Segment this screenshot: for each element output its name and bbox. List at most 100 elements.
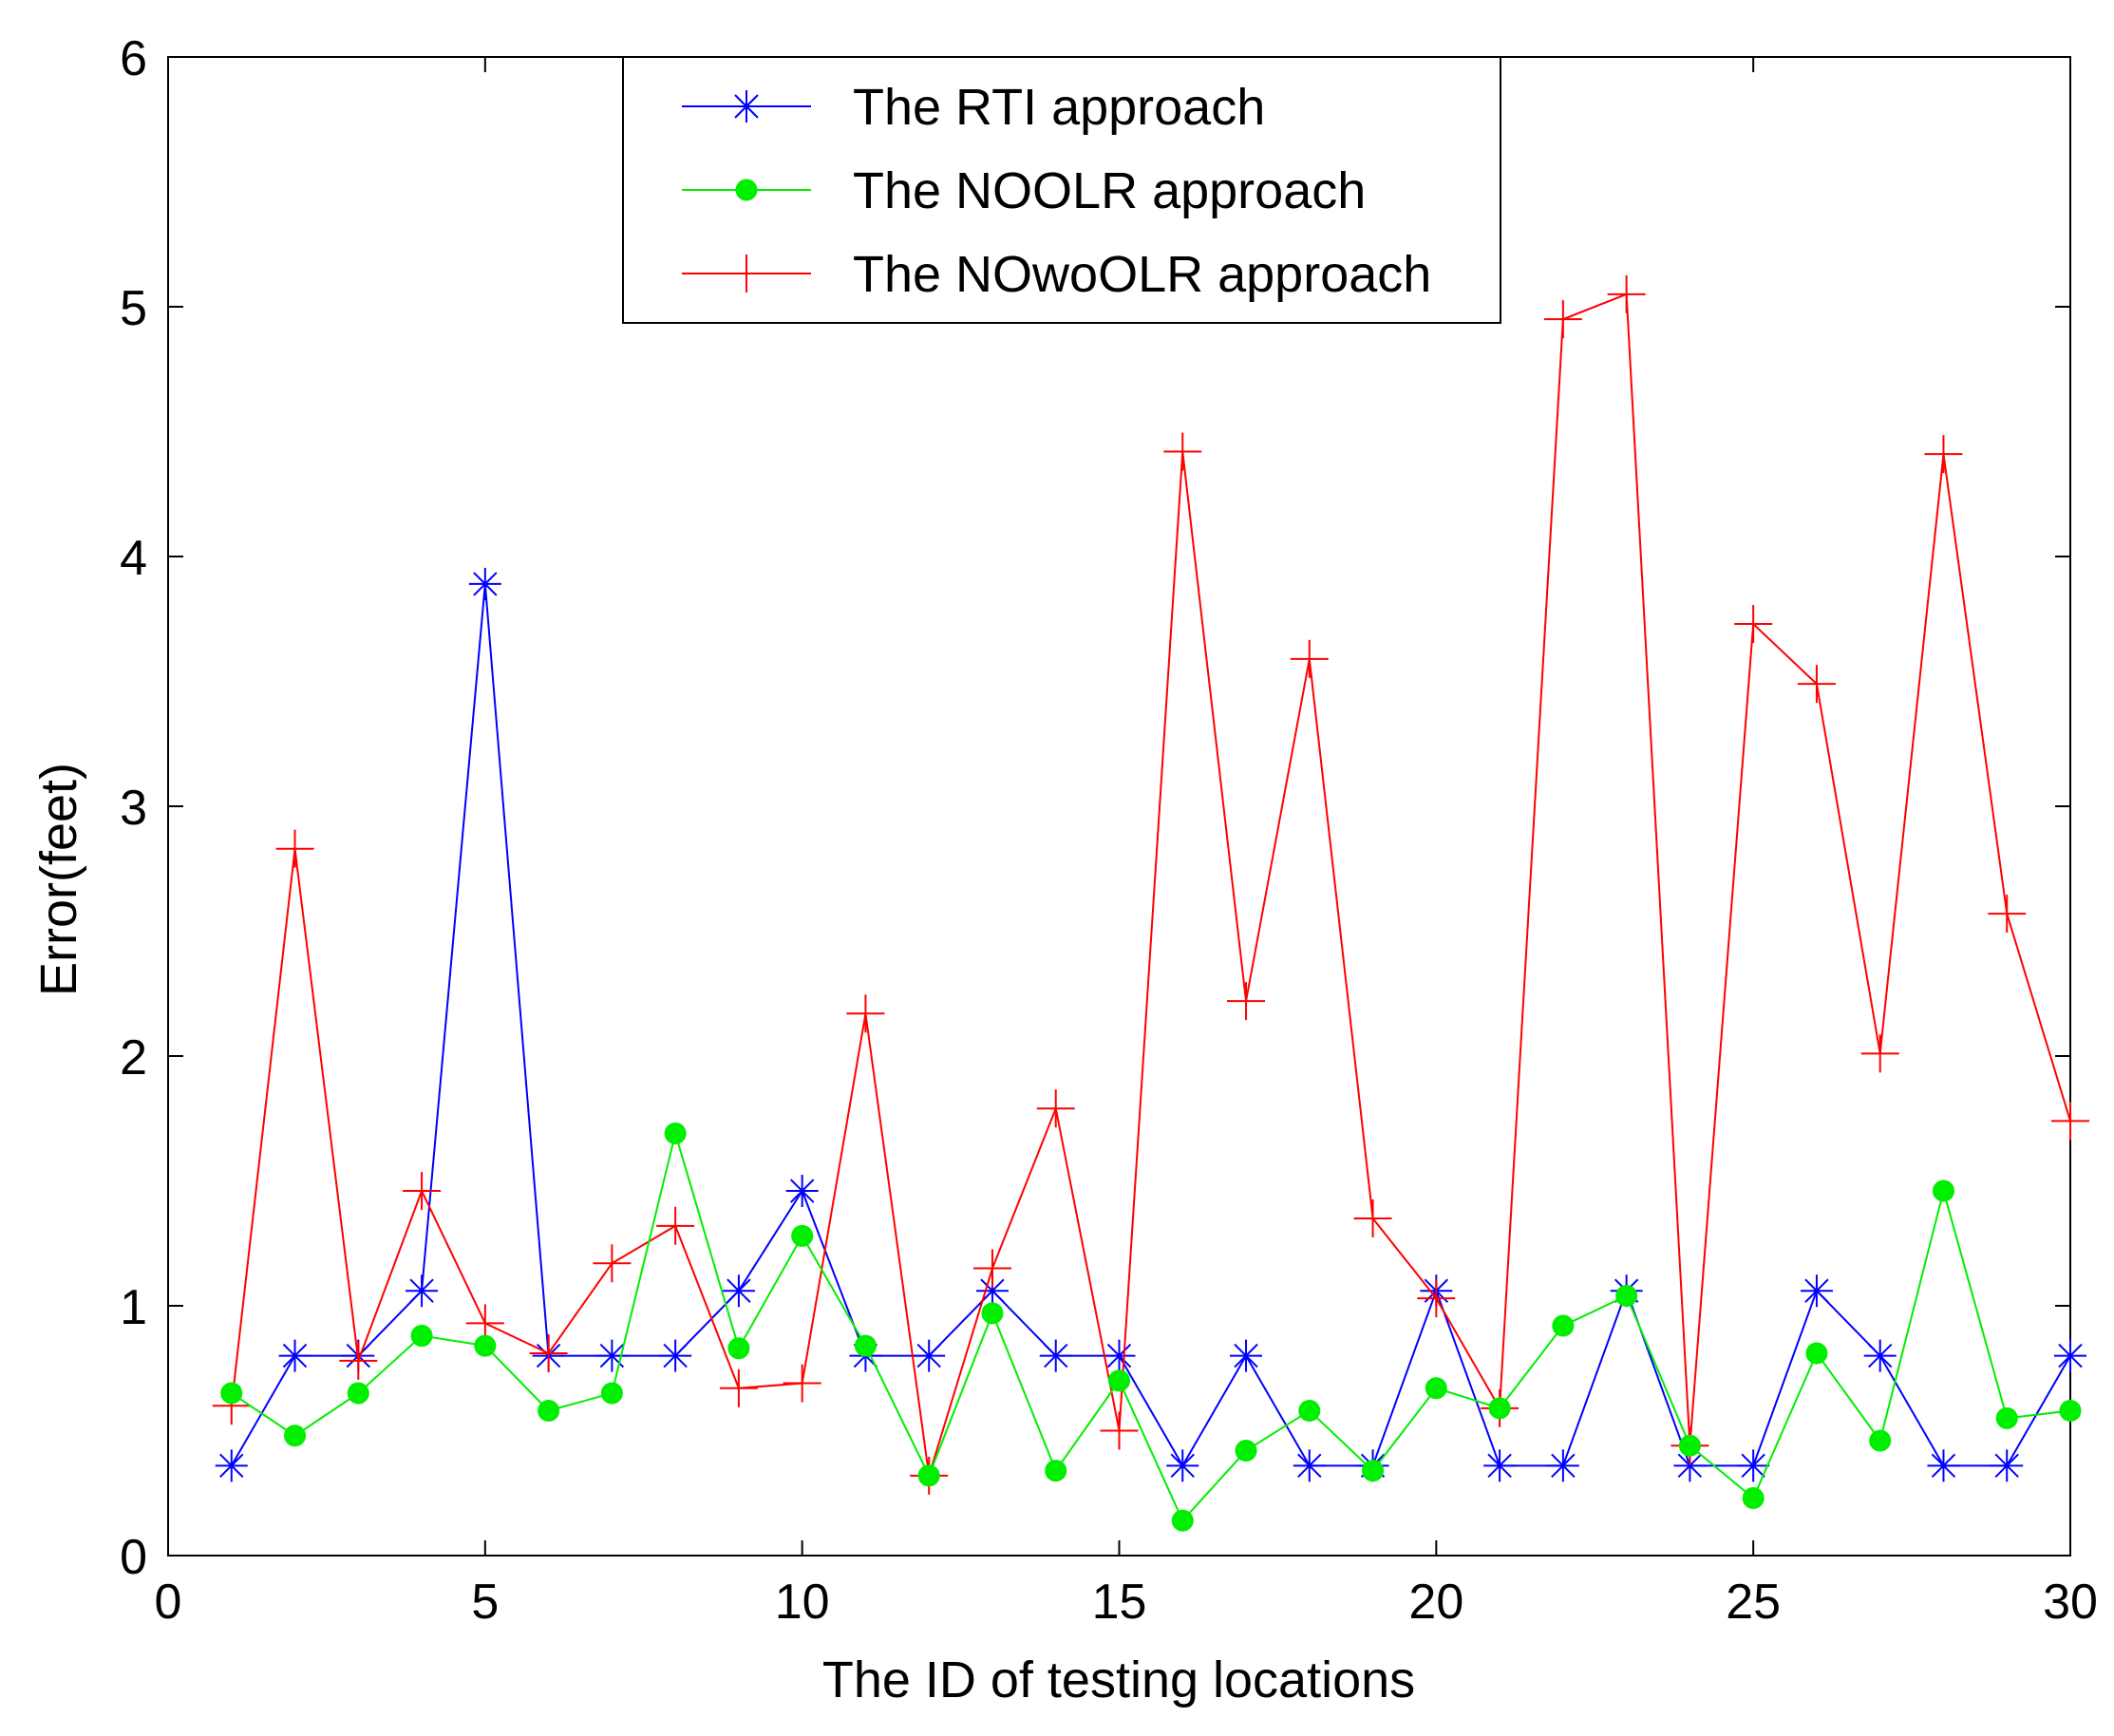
data-point [722,1274,755,1308]
data-point [1298,1399,1321,1422]
marker-stroke [1804,1278,1829,1303]
data-point [1932,1179,1954,1202]
data-point [1805,1342,1828,1365]
y-tick-label: 0 [120,1530,147,1585]
data-point [278,1339,311,1372]
marker-stroke [1170,1453,1195,1479]
data-point [1045,1460,1067,1482]
data-point [1362,1460,1385,1482]
data-point [846,994,885,1033]
data-point [2054,1339,2086,1372]
marker-dot [600,1382,623,1405]
marker-dot [1298,1399,1321,1422]
marker-stroke [1044,1343,1068,1368]
data-point [1100,1411,1139,1450]
marker-dot [1362,1460,1385,1482]
marker-dot [1171,1509,1194,1532]
data-point [410,1325,433,1348]
marker-stroke [1487,1453,1512,1479]
series-line [231,1129,2071,1522]
legend-item: The NOOLR approach [682,162,1366,219]
marker-stroke [1551,1453,1576,1479]
data-point [1927,1449,1960,1482]
marker-dot [664,1123,687,1145]
marker-dot [538,1399,560,1422]
x-axis-title: The ID of testing locations [822,1651,1415,1708]
y-tick-label: 2 [120,1030,147,1085]
x-tick-label: 25 [1726,1575,1781,1630]
data-point [791,1224,814,1247]
marker-dot [2059,1399,2082,1422]
marker-dot [1425,1377,1447,1400]
data-point [284,1425,307,1447]
marker-stroke [2058,1343,2083,1368]
data-point [1290,639,1329,678]
marker-stroke [1677,1453,1703,1479]
legend-label: The NOwoOLR approach [853,246,1431,303]
marker-stroke [663,1343,688,1368]
data-point [1425,1377,1447,1400]
y-axis-title: Error(feet) [30,763,87,996]
data-point [1103,1339,1136,1372]
marker-stroke [282,1343,308,1368]
legend-item: The NOwoOLR approach [682,246,1431,303]
marker-dot [284,1425,307,1447]
data-point [1227,982,1266,1021]
data-point [215,1449,248,1482]
marker-dot [735,179,758,201]
marker-dot [917,1464,940,1487]
x-tick-label: 0 [155,1575,182,1630]
data-point [1039,1339,1072,1372]
marker-dot [1869,1429,1892,1452]
marker-stroke [409,1278,434,1303]
data-point [1742,1487,1765,1510]
y-tick-label: 3 [120,781,147,836]
data-point [1353,1198,1392,1237]
x-tick-label: 20 [1408,1575,1463,1630]
marker-stroke [599,1343,625,1368]
data-point [1543,300,1582,339]
data-point [403,1172,442,1211]
data-point [854,1334,877,1357]
data-point [474,1334,497,1357]
data-point [1171,1509,1194,1532]
marker-stroke [734,94,759,119]
marker-dot [220,1382,243,1405]
data-point [1988,895,2027,934]
data-point [1869,1429,1892,1452]
marker-dot [1045,1460,1067,1482]
data-point [1163,432,1202,471]
data-point [785,1175,819,1208]
data-point [1797,665,1836,704]
marker-dot [1932,1179,1954,1202]
data-point [220,1382,243,1405]
data-point [735,179,758,201]
data-point [981,1302,1004,1325]
data-point [917,1464,940,1487]
data-point [1293,1449,1326,1482]
data-point [593,1244,632,1283]
data-point [1607,274,1646,313]
data-point [659,1339,692,1372]
data-point [406,1274,439,1308]
x-tick-label: 15 [1092,1575,1147,1630]
marker-stroke [1867,1343,1893,1368]
marker-stroke [1931,1453,1956,1479]
data-point [468,567,501,600]
marker-stroke [219,1453,244,1479]
marker-dot [474,1334,497,1357]
marker-dot [1995,1406,2018,1429]
y-tick-label: 4 [120,531,147,586]
marker-dot [791,1224,814,1247]
legend-item: The RTI approach [682,79,1265,136]
series-layer [212,274,2089,1532]
x-tick-label: 5 [471,1575,499,1630]
marker-dot [981,1302,1004,1325]
y-tick-label: 1 [120,1280,147,1335]
data-point [1863,1339,1897,1372]
marker-stroke [1234,1343,1258,1368]
marker-stroke [1297,1453,1322,1479]
data-point [1995,1406,2018,1429]
legend: The RTI approach The NOOLR approach The NO… [622,56,1501,324]
data-point [339,1341,378,1380]
